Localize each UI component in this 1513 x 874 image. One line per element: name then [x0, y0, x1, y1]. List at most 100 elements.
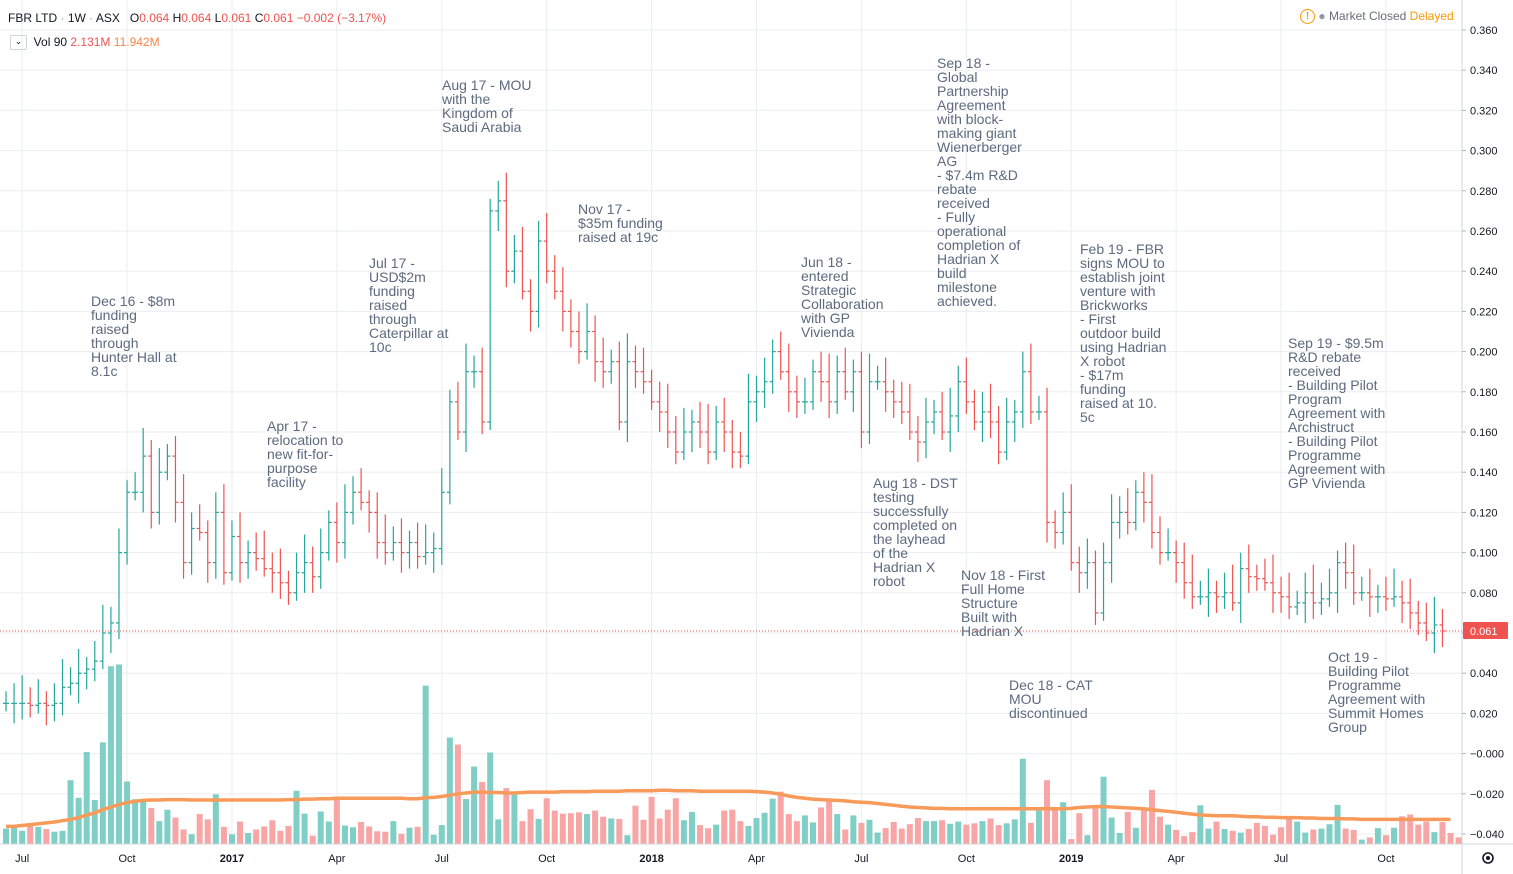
ohlc-bar	[810, 359, 816, 410]
price-tick-label: −0.020	[1470, 789, 1504, 801]
price-tick-label: 0.140	[1470, 467, 1498, 479]
ohlc-bar	[374, 492, 381, 559]
annotation-line: raised	[91, 321, 129, 337]
ohlc-bar	[882, 357, 889, 412]
volume-bar	[374, 831, 381, 844]
interval[interactable]: 1W	[67, 11, 86, 25]
ohlc-bar	[939, 391, 946, 441]
volume-bar	[1342, 828, 1349, 844]
low-value: 0.061	[221, 11, 252, 25]
annotation-line: Building Pilot	[1328, 663, 1409, 679]
status-dot-icon: ●	[1318, 9, 1326, 23]
volume-bar	[753, 818, 760, 844]
annotation-line: with the	[441, 91, 490, 107]
volume-bar	[51, 831, 58, 844]
volume-bar	[1140, 809, 1147, 844]
annotation-line: received	[937, 195, 990, 211]
price-tick-label: −0.000	[1470, 749, 1504, 761]
volume-bar	[914, 818, 921, 844]
annotation-line: with block-	[936, 111, 1003, 127]
volume-legend[interactable]: ⌄ Vol 90 2.131M 11.942M	[10, 35, 160, 51]
volume-bar	[164, 809, 171, 844]
ohlc-bar	[59, 659, 66, 716]
volume-bar	[1197, 805, 1204, 844]
volume-bar	[471, 766, 478, 844]
volume-bar	[769, 798, 776, 844]
ohlc-bar	[148, 440, 155, 529]
ohlc-bar	[277, 548, 284, 599]
volume-bar	[1237, 832, 1244, 844]
price-tick-label: 0.080	[1470, 588, 1498, 600]
ohlc-bar	[1407, 578, 1414, 629]
volume-bar	[729, 809, 736, 844]
annotation-line: raised	[369, 297, 407, 313]
volume-bar	[535, 818, 542, 844]
volume-bar	[3, 828, 9, 844]
volume-bar	[1253, 822, 1260, 844]
ohlc-bar	[91, 641, 98, 682]
ohlc-bar	[1197, 580, 1204, 605]
volume-bar	[1148, 789, 1155, 844]
volume-bar	[1165, 824, 1172, 844]
volume-bar	[285, 825, 292, 844]
volume-bar	[1076, 813, 1083, 844]
settings-gear-icon[interactable]	[1482, 852, 1494, 864]
annotation-line: 8.1c	[91, 363, 117, 379]
annotation-line: X robot	[1080, 353, 1125, 369]
annotation-line: Aug 17 - MOU	[442, 77, 531, 93]
ohlc-bar	[140, 427, 147, 513]
volume-bar	[228, 834, 235, 844]
time-tick-label: Jul	[435, 853, 449, 865]
volume-bar	[212, 794, 219, 844]
ohlc-bar	[382, 514, 389, 565]
annotation-line: venture with	[1080, 283, 1155, 299]
ohlc-bar	[1092, 550, 1099, 625]
ohlc-bar	[648, 369, 655, 410]
volume-bar	[527, 809, 534, 844]
annotation-text: Feb 19 - FBR signs MOU to establish joint v…	[1080, 241, 1166, 425]
volume-bar	[1374, 828, 1381, 844]
collapse-chevron-icon[interactable]: ⌄	[10, 35, 27, 51]
ohlc-bar	[535, 220, 542, 328]
ohlc-bar	[1439, 608, 1446, 648]
ohlc-bar	[503, 172, 510, 288]
annotation-line: outdoor build	[1080, 325, 1161, 341]
ohlc-bar	[309, 546, 316, 593]
market-status[interactable]: ! ● Market Closed Delayed	[1300, 9, 1454, 25]
price-tick-label: 0.360	[1470, 25, 1498, 37]
annotation-line: R&D rebate	[1288, 349, 1361, 365]
ohlc-bar	[196, 504, 203, 541]
price-axis[interactable]: 0.360 0.340 0.320 0.300 0.280 0.260 0.240 0.220…	[1461, 0, 1504, 874]
time-axis[interactable]: Jul Oct 2017 Apr Jul Oct 2018 Apr Jul Oct 2019 Apr J…	[0, 843, 1513, 865]
volume-bar	[664, 809, 671, 844]
symbol-legend[interactable]: FBR LTD · 1W · ASX O0.064 H0.064 L0.061 …	[8, 11, 387, 25]
ohlc-bar	[293, 552, 300, 601]
annotation-line: AG	[937, 153, 957, 169]
ohlc-bar	[632, 345, 639, 388]
info-icon[interactable]: !	[1300, 9, 1315, 25]
low-label: L	[214, 11, 222, 25]
volume-bar	[180, 829, 187, 844]
annotation-line: 5c	[1080, 409, 1095, 425]
delayed-badge: Delayed	[1409, 9, 1454, 23]
ohlc-bar	[438, 468, 445, 565]
last-price-label: 0.061	[1470, 626, 1498, 638]
annotations: Dec 16 - $8m funding raised through Hunter H…	[91, 55, 1425, 735]
time-tick-label: Oct	[958, 853, 975, 865]
ohlc-bar	[1415, 600, 1422, 636]
ohlc-bar	[1294, 590, 1301, 615]
volume-bar	[1003, 823, 1010, 844]
ohlc-bar	[1084, 538, 1091, 589]
ohlc-bar	[1027, 343, 1034, 424]
annotation-line: relocation to	[267, 432, 343, 448]
volume-bar	[479, 781, 486, 844]
volume-bar	[83, 752, 90, 844]
volume-bar	[785, 814, 792, 844]
symbol-name[interactable]: FBR LTD	[8, 11, 58, 25]
volume-bar	[107, 666, 114, 844]
ohlc-bar	[608, 349, 615, 384]
annotation-line: - Building Pilot	[1288, 377, 1378, 393]
volume-bar	[325, 821, 332, 844]
volume-bar	[882, 828, 889, 844]
